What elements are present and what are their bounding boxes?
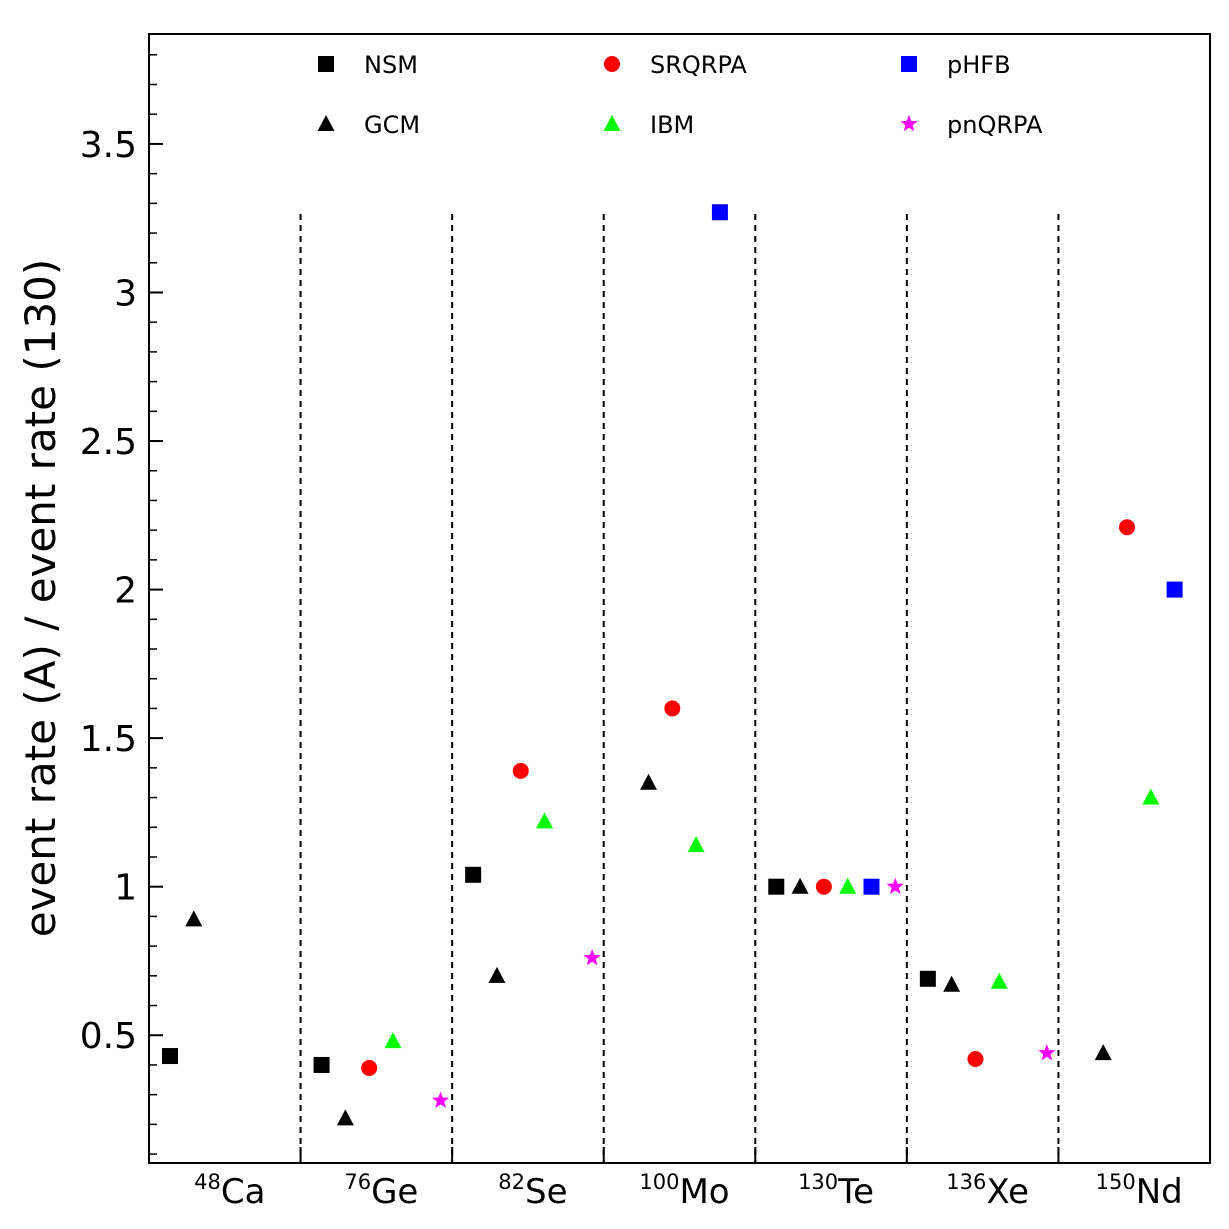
legend-label: GCM <box>364 111 420 139</box>
mass-number: 130 <box>798 1170 838 1194</box>
data-point-pnqrpa <box>583 949 601 966</box>
x-tick-label: 100Mo <box>639 1170 729 1212</box>
element-symbol: Mo <box>679 1172 729 1212</box>
x-tick-label: 82Se <box>498 1170 567 1212</box>
mass-number: 76 <box>344 1170 371 1194</box>
data-markers <box>162 204 1183 1126</box>
data-point-ibm <box>384 1032 402 1049</box>
y-tick-label: 1 <box>114 868 137 909</box>
x-tick-label: 130Te <box>798 1170 874 1212</box>
legend-marker <box>604 56 620 72</box>
data-point-srqrpa <box>967 1051 984 1068</box>
data-point-ibm <box>990 972 1008 989</box>
legend-item: NSM <box>318 51 418 79</box>
legend-marker <box>900 115 918 132</box>
data-point-srqrpa <box>361 1059 378 1076</box>
legend-label: pnQRPA <box>947 111 1043 139</box>
category-separators <box>299 214 1060 1163</box>
element-symbol: Ca <box>221 1172 266 1212</box>
legend-label: pHFB <box>947 51 1011 79</box>
data-point-nsm <box>768 878 785 895</box>
x-tick-label: 48Ca <box>194 1170 265 1212</box>
x-tick-label: 136Xe <box>946 1170 1029 1212</box>
data-point-phfb <box>711 204 728 221</box>
y-axis: 0.5 1 1.5 2 2.5 3 3.5 <box>80 54 163 1155</box>
data-point-gcm <box>1094 1044 1112 1061</box>
mass-number: 100 <box>639 1170 679 1194</box>
data-point-phfb <box>1166 581 1183 598</box>
element-symbol: Xe <box>986 1172 1029 1212</box>
legend-item: SRQRPA <box>604 51 747 79</box>
data-point-srqrpa <box>815 878 832 895</box>
element-symbol: Te <box>837 1172 874 1212</box>
data-point-nsm <box>313 1056 330 1073</box>
data-point-gcm <box>336 1109 354 1126</box>
data-point-phfb <box>863 878 880 895</box>
y-tick-label: 3 <box>114 273 137 314</box>
data-point-srqrpa <box>664 700 681 717</box>
y-tick-label: 2 <box>114 571 137 612</box>
data-point-nsm <box>162 1048 178 1065</box>
data-point-pnqrpa <box>886 877 904 894</box>
data-point-gcm <box>791 877 809 894</box>
mass-number: 48 <box>194 1170 221 1194</box>
x-tick-label: 76Ge <box>344 1170 418 1212</box>
legend-item: IBM <box>603 111 694 139</box>
mass-number: 150 <box>1096 1170 1136 1194</box>
data-point-srqrpa <box>1119 519 1136 536</box>
plot-frame <box>148 33 1211 1164</box>
element-symbol: Se <box>525 1172 568 1212</box>
data-point-ibm <box>687 836 705 853</box>
legend-marker <box>318 56 334 72</box>
y-tick-label: 1.5 <box>80 719 137 760</box>
data-point-nsm <box>465 866 482 883</box>
legend-label: NSM <box>364 51 418 79</box>
legend-marker <box>317 115 335 131</box>
legend-marker <box>603 115 621 131</box>
y-tick-label: 2.5 <box>80 422 137 463</box>
legend-label: IBM <box>650 111 694 139</box>
data-point-gcm <box>943 975 961 992</box>
legend-marker <box>901 56 917 72</box>
element-symbol: Nd <box>1136 1172 1183 1212</box>
y-tick-label: 0.5 <box>80 1016 137 1057</box>
legend-item: pHFB <box>901 51 1011 79</box>
element-symbol: Ge <box>371 1172 418 1212</box>
x-tick-label: 150Nd <box>1096 1170 1183 1212</box>
legend: NSM GCM SRQRPA IBM pHFB pnQRPA <box>317 51 1043 139</box>
legend-item: pnQRPA <box>900 111 1043 139</box>
y-axis-label: event rate (A) / event rate (130) <box>16 259 65 938</box>
legend-label: SRQRPA <box>650 51 747 79</box>
data-point-gcm <box>488 966 506 983</box>
data-point-srqrpa <box>512 762 529 779</box>
legend-item: GCM <box>317 111 420 139</box>
data-point-ibm <box>839 877 857 894</box>
data-point-gcm <box>185 910 203 927</box>
data-point-gcm <box>640 773 658 790</box>
data-point-pnqrpa <box>1038 1044 1056 1061</box>
x-axis: 48Ca 76Ge 82Se 100Mo 130Te 136Xe 150Nd <box>194 1147 1183 1212</box>
data-point-ibm <box>1142 788 1160 805</box>
data-point-ibm <box>536 812 554 829</box>
mass-number: 136 <box>946 1170 986 1194</box>
data-point-nsm <box>919 970 936 987</box>
y-tick-label: 3.5 <box>80 125 137 166</box>
data-point-pnqrpa <box>432 1091 450 1108</box>
mass-number: 82 <box>498 1170 525 1194</box>
